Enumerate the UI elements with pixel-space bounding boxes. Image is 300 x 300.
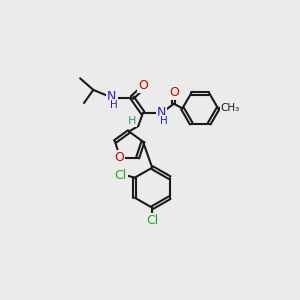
Text: H: H [160, 116, 168, 126]
Text: H: H [128, 116, 136, 126]
Text: O: O [169, 86, 179, 99]
Text: H: H [128, 116, 136, 126]
Text: CH₃: CH₃ [221, 103, 240, 113]
Text: N: N [107, 90, 117, 103]
Text: Cl: Cl [115, 169, 127, 182]
Text: O: O [138, 79, 148, 92]
Text: O: O [115, 152, 124, 164]
Text: N: N [157, 106, 166, 119]
Text: H: H [110, 100, 117, 110]
Text: Cl: Cl [146, 214, 158, 226]
